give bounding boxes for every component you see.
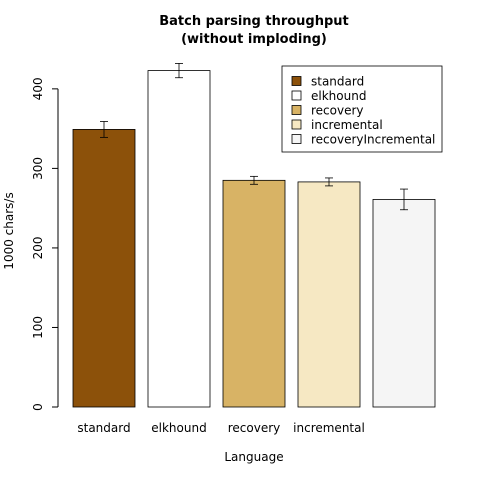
error-bars — [100, 63, 408, 211]
x-axis-label: Language — [224, 450, 283, 464]
x-tick-label: recovery — [228, 421, 281, 435]
y-tick-label: 200 — [31, 236, 45, 259]
y-tick-label: 100 — [31, 316, 45, 339]
error-bar-standard — [100, 121, 108, 138]
legend-label-recovery: recovery — [311, 104, 364, 118]
x-tick-label: elkhound — [151, 421, 206, 435]
error-bar-recoveryIncremental — [400, 188, 408, 211]
y-tick-label: 0 — [31, 403, 45, 411]
x-tick-label: incremental — [293, 421, 365, 435]
chart-title-line-2: (without imploding) — [181, 32, 327, 47]
legend: standardelkhoundrecoveryincrementalrecov… — [281, 65, 443, 153]
bar-incremental — [297, 181, 361, 408]
bar-recovery — [222, 179, 286, 408]
legend-label-standard: standard — [311, 75, 364, 89]
legend-label-recoveryIncremental: recoveryIncremental — [311, 133, 435, 147]
bar-recoveryIncremental — [372, 199, 436, 408]
legend-swatch-incremental — [291, 119, 302, 130]
x-tick-label: standard — [77, 421, 130, 435]
error-bar-elkhound — [175, 63, 183, 79]
bar-standard — [72, 129, 136, 408]
y-tick-label: 400 — [31, 77, 45, 100]
legend-swatch-standard — [291, 76, 302, 86]
legend-box — [281, 65, 443, 153]
legend-label-incremental: incremental — [311, 118, 383, 132]
bar-elkhound — [147, 70, 211, 408]
error-bar-recovery — [250, 175, 258, 185]
y-axis-label: 1000 chars/s — [2, 192, 16, 269]
error-bar-incremental — [325, 177, 333, 187]
x-tick-labels: standard elkhound recovery incremental — [77, 421, 364, 435]
legend-swatch-recoveryIncremental — [291, 134, 302, 144]
legend-label-elkhound: elkhound — [311, 89, 366, 103]
legend-swatch-elkhound — [291, 90, 302, 101]
chart-title-line-1: Batch parsing throughput — [159, 14, 349, 29]
chart-title: Batch parsing throughput (without implod… — [159, 14, 349, 47]
legend-swatch-recovery — [291, 105, 302, 115]
y-axis: 0 100 200 300 400 — [31, 77, 59, 411]
y-tick-label: 300 — [31, 157, 45, 180]
